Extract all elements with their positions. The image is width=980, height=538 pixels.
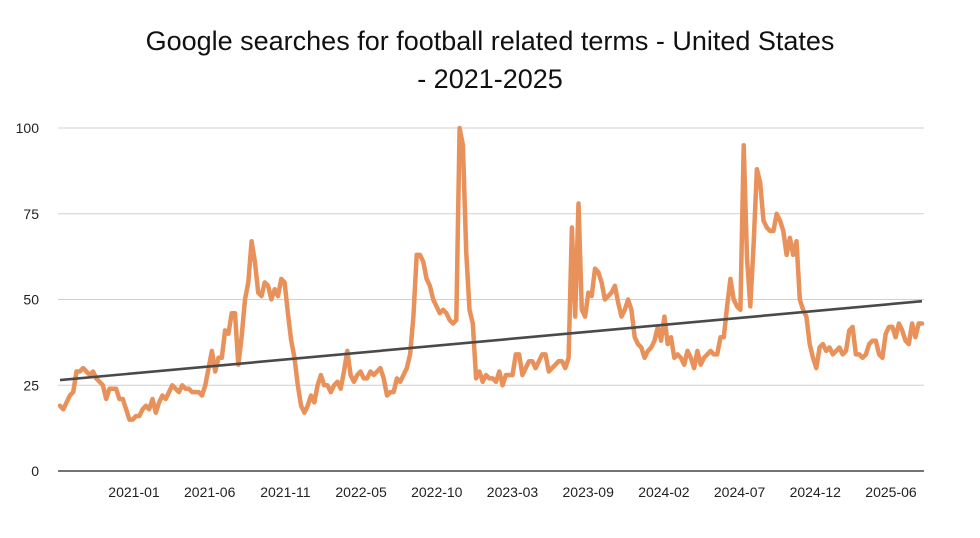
y-axis-ticks: 0 25 50 75 100 xyxy=(16,120,40,479)
x-axis-ticks: 2021-01 2021-06 2021-11 2022-05 2022-10 2023-… xyxy=(108,484,917,500)
x-tick-label: 2022-10 xyxy=(411,484,463,500)
gridlines xyxy=(58,127,924,472)
x-tick-label: 2021-11 xyxy=(260,484,311,500)
x-tick-label: 2023-03 xyxy=(487,484,539,500)
series-layer xyxy=(57,125,925,422)
chart-title: Google searches for football related ter… xyxy=(145,26,835,94)
y-tick-label: 0 xyxy=(31,463,39,479)
x-tick-label: 2025-06 xyxy=(865,484,917,500)
y-tick-label: 25 xyxy=(23,377,39,393)
x-tick-label: 2024-07 xyxy=(714,484,766,500)
series-line-searches xyxy=(57,125,925,422)
y-tick-label: 75 xyxy=(23,206,39,222)
trend-line xyxy=(59,299,923,382)
x-tick-label: 2024-02 xyxy=(638,484,690,500)
y-tick-label: 50 xyxy=(23,292,39,308)
x-tick-label: 2021-01 xyxy=(108,484,160,500)
x-tick-label: 2023-09 xyxy=(563,484,615,500)
x-tick-label: 2022-05 xyxy=(335,484,387,500)
x-tick-label: 2021-06 xyxy=(184,484,236,500)
x-tick-label: 2024-12 xyxy=(790,484,842,500)
y-tick-label: 100 xyxy=(16,120,40,136)
